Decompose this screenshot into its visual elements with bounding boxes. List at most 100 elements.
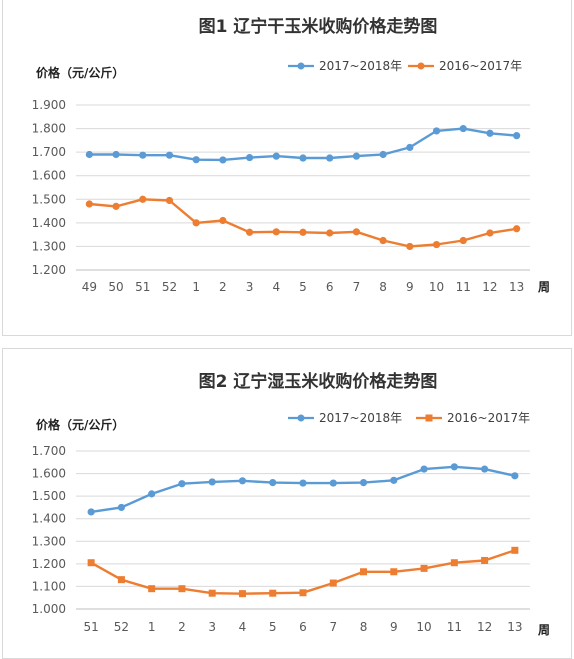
chart-2-series-2-point [360,568,368,576]
chart-1-series-2-point [112,202,120,210]
chart-1-series-2-point [513,225,521,233]
chart-2-x-tick-label: 8 [360,620,368,634]
chart-2-x-tick-label: 1 [148,620,156,634]
chart-2-y-tick-label: 1.700 [32,444,66,458]
chart-1-series-2-point [486,229,494,237]
chart-1-series-2-point [219,216,227,225]
chart-2-series-2-point [117,576,125,584]
chart-2-series-1-point [481,465,489,473]
chart-1-series-1-point [513,132,521,140]
chart-2-y-tick-label: 1.000 [32,602,66,616]
chart-1-series-2-point [245,228,254,236]
chart-2-series-2-point [390,568,398,576]
chart-1-series-1-point [272,152,280,160]
chart-2-series-1-point [329,479,337,487]
chart-1-x-tick-label: 1 [192,280,200,294]
chart-1-series-1-point [219,156,227,164]
chart-2-series-2-point [269,589,277,597]
chart-2-series-1-point [208,478,216,486]
chart-2-series-1-point [238,477,247,485]
chart-2-series-2-point [481,556,489,564]
chart-1-x-tick-label: 50 [108,280,123,294]
chart-1-x-tick-label: 52 [162,280,177,294]
chart-2-x-tick-label: 12 [477,620,492,634]
chart-2-x-tick-label: 11 [447,620,462,634]
chart-1-series-1-point [406,143,414,152]
chart-2-series-2-point [511,546,519,554]
chart-1-x-tick-label: 49 [82,280,97,294]
chart-1-x-tick-label: 2 [219,280,227,294]
chart-2-series-2-point [87,559,95,567]
chart-1-x-tick-label: 4 [272,280,280,294]
chart-1-legend-label: 2016~2017年 [439,59,522,73]
chart-2-x-tick-label: 5 [269,620,277,634]
chart-1-series-1-point [326,154,334,162]
chart-1-series-1-point [192,156,200,164]
chart-2-series-1-point [178,480,186,488]
chart-1-series-1-point [165,151,174,159]
chart-1-x-tick-label: 11 [456,280,471,294]
chart-2-x-tick-label: 51 [83,620,98,634]
chart-2-x-tick-label: 52 [114,620,129,634]
chart-1-x-tick-label: 3 [246,280,254,294]
chart-1-series-1-point [112,150,120,159]
chart-2-x-axis-label: 周 [538,623,550,637]
chart-1-series-2-point [406,242,414,251]
chart-2-series-2-point [420,564,428,572]
chart-1-x-tick-label: 7 [353,280,361,294]
chart-1-series-2-point [352,228,361,236]
chart-1-y-axis-label: 价格（元/公斤） [36,65,124,80]
chart-1-series-2-point [299,228,307,236]
chart-2-series-1-point [511,472,519,480]
chart-1-series-1-point [245,153,254,162]
chart-2-series-1-point [299,479,307,487]
chart-1-series-2-point [379,236,387,245]
chart-1-x-tick-label: 5 [299,280,307,294]
chart-1-series-1-point [352,152,361,160]
chart-1-x-tick-label: 6 [326,280,334,294]
chart-1-y-tick-label: 1.200 [32,263,66,277]
chart-2-x-tick-label: 9 [390,620,398,634]
chart-1-series-2-point [432,240,441,249]
chart-2-x-tick-label: 6 [299,620,307,634]
chart-1-series-2-point [85,200,93,208]
chart-2-series-2-point [329,579,337,587]
chart-2-series-1-point [87,508,95,516]
chart-2-legend-marker [297,414,305,422]
chart-1-series-2-point [459,236,467,245]
chart-1-series-2-point [326,229,334,237]
chart-1-x-tick-label: 9 [406,280,414,294]
chart-2-series-2-point [299,589,307,597]
chart-2-x-tick-label: 3 [208,620,216,634]
chart-1-title: 图1 辽宁干玉米收购价格走势图 [199,16,438,37]
chart-2-y-axis-label: 价格（元/公斤） [36,417,124,432]
chart-1-y-tick-label: 1.900 [32,98,66,112]
chart-1-series-1-point [139,151,147,159]
chart-2-x-tick-label: 7 [329,620,337,634]
chart-1-series-1-point [379,150,387,159]
chart-1-y-tick-label: 1.300 [32,239,66,253]
chart-1-series-2-point [192,219,200,227]
chart-2-y-tick-label: 1.500 [32,489,66,503]
chart-1-series-2-point [139,195,147,203]
chart-2-y-tick-label: 1.400 [32,512,66,526]
chart-1-series-1-point [459,124,467,133]
chart-1-series-2-point [272,228,280,236]
chart-1-series-1-point [432,127,441,135]
chart-2-series-1-point [420,465,428,473]
chart-2-x-tick-label: 13 [507,620,522,634]
chart-2-series-2-point [450,559,458,567]
chart-2-x-tick-label: 10 [416,620,431,634]
chart-2-series-1-point [359,479,368,487]
chart-1-x-tick-label: 12 [482,280,497,294]
chart-2-series-1-point [450,463,458,471]
chart-1-x-tick-label: 13 [509,280,524,294]
chart-2-y-tick-label: 1.100 [32,579,66,593]
chart-1-y-tick-label: 1.700 [32,145,66,159]
chart-2-title: 图2 辽宁湿玉米收购价格走势图 [199,371,438,392]
chart-1-x-tick-label: 8 [379,280,387,294]
chart-1-series-2-point [165,196,174,205]
chart-2-series-2-point [238,590,246,598]
chart-2-series-1-point [148,490,156,498]
